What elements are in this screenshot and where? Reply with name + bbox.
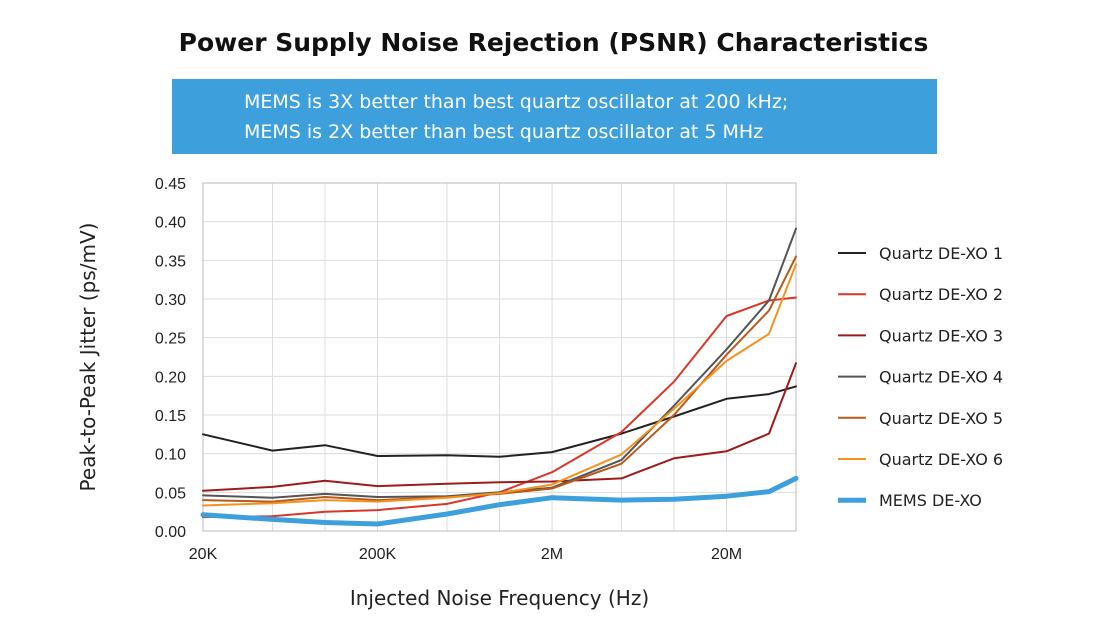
y-tick-label: 0.10 xyxy=(155,447,186,464)
y-tick-label: 0.15 xyxy=(155,408,186,425)
series-line-1 xyxy=(202,385,797,458)
legend-label: Quartz DE-XO 6 xyxy=(879,450,1003,469)
y-tick-label: 0.30 xyxy=(155,292,186,309)
chart-title: Power Supply Noise Rejection (PSNR) Char… xyxy=(178,28,929,57)
legend-label: Quartz DE-XO 4 xyxy=(879,368,1003,387)
x-tick-label: 200K xyxy=(359,546,397,563)
y-tick-label: 0.35 xyxy=(155,253,186,270)
y-axis-label: Peak-to-Peak Jitter (ps/mV) xyxy=(76,223,100,492)
summary-banner: MEMS is 3X better than best quartz oscil… xyxy=(172,79,937,154)
plot-frame xyxy=(202,182,797,532)
series-line-7 xyxy=(200,475,799,527)
y-tick-label: 0.00 xyxy=(155,524,186,541)
x-tick-label: 20M xyxy=(711,546,742,563)
y-tick-label: 0.40 xyxy=(155,215,186,232)
banner-line-1: MEMS is 3X better than best quartz oscil… xyxy=(244,90,789,113)
x-tick-label: 20K xyxy=(189,546,218,563)
y-tick-label: 0.20 xyxy=(155,369,186,386)
y-tick-label: 0.45 xyxy=(155,176,186,193)
banner-line-2: MEMS is 2X better than best quartz oscil… xyxy=(244,120,764,143)
series-line-5 xyxy=(202,255,797,503)
legend-label: Quartz DE-XO 3 xyxy=(879,326,1003,345)
y-tick-label: 0.05 xyxy=(155,485,186,502)
x-tick-label: 2M xyxy=(541,546,563,563)
series-line-4 xyxy=(202,227,797,499)
legend-label: Quartz DE-XO 1 xyxy=(879,244,1003,263)
series-line-6 xyxy=(202,263,797,507)
x-axis-label: Injected Noise Frequency (Hz) xyxy=(350,586,649,610)
legend-label: Quartz DE-XO 5 xyxy=(879,409,1003,428)
y-tick-label: 0.25 xyxy=(155,331,186,348)
legend-label: MEMS DE-XO xyxy=(879,491,982,510)
legend-label: Quartz DE-XO 2 xyxy=(879,285,1003,304)
series-line-3 xyxy=(202,362,797,492)
